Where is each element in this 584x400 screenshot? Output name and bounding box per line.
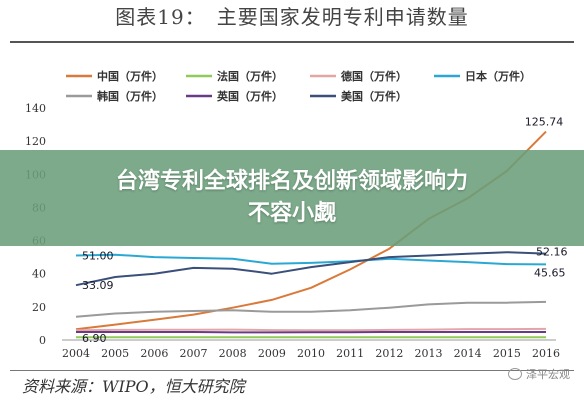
- source-note: 资料来源：WIPO，恒大研究院: [22, 377, 245, 396]
- x-tick-label: 2013: [415, 347, 443, 360]
- headline-banner: 台湾专利全球排名及创新领域影响力 不容小觑: [0, 150, 584, 246]
- x-tick-label: 2006: [140, 347, 168, 360]
- series-line: [75, 251, 547, 287]
- legend-label: 德国（万件）: [340, 69, 407, 83]
- chart-series: [75, 130, 547, 339]
- x-tick-label: 2009: [258, 347, 286, 360]
- banner-line-1: 台湾专利全球排名及创新领域影响力: [115, 169, 468, 194]
- series-line: [75, 253, 547, 266]
- x-tick-label: 2008: [219, 347, 247, 360]
- x-tick-label: 2004: [62, 347, 90, 360]
- y-tick-label: 120: [25, 135, 46, 148]
- figure-title: 图表19： 主要国家发明专利申请数量: [115, 5, 469, 29]
- x-tick-label: 2010: [297, 347, 325, 360]
- x-tick-label: 2011: [336, 347, 364, 360]
- legend-label: 日本（万件）: [465, 69, 531, 83]
- source-rule: [10, 370, 574, 371]
- line-chart: 中国（万件） 法国（万件） 德国（万件） 日本（万件） 韩国（万件） 英国（万件） 美国（万…: [25, 69, 568, 360]
- watermark-text: 泽平宏观: [526, 368, 570, 381]
- y-tick-label: 40: [32, 268, 46, 281]
- x-tick-label: 2012: [375, 347, 403, 360]
- banner-line-2: 不容小觑: [247, 201, 336, 226]
- legend-label: 美国（万件）: [341, 89, 407, 103]
- title-rule: [10, 41, 574, 43]
- legend-label: 法国（万件）: [217, 69, 283, 83]
- series-line: [75, 327, 547, 332]
- x-tick-label: 2015: [493, 347, 521, 360]
- data-label: 33.09: [82, 279, 114, 292]
- legend-label: 中国（万件）: [97, 69, 163, 83]
- y-tick-label: 140: [25, 102, 46, 115]
- wechat-icon: [508, 368, 522, 380]
- x-tick-label: 2016: [532, 347, 560, 360]
- chart-annotations: 125.74 51.00 52.16 45.65 33.09 6.90: [82, 116, 568, 346]
- x-tick-label: 2005: [101, 347, 129, 360]
- data-label: 45.65: [534, 266, 566, 279]
- chart-legend: 中国（万件） 法国（万件） 德国（万件） 日本（万件） 韩国（万件） 英国（万件） 美国（万…: [66, 69, 531, 103]
- y-tick-label: 0: [39, 334, 46, 347]
- watermark: 泽平宏观: [508, 366, 570, 382]
- series-line: [75, 300, 547, 318]
- x-tick-label: 2014: [454, 347, 482, 360]
- data-label: 52.16: [536, 246, 568, 259]
- x-tick-label: 2007: [180, 347, 208, 360]
- y-tick-label: 20: [32, 301, 46, 314]
- legend-label: 英国（万件）: [216, 89, 283, 103]
- data-label: 125.74: [525, 116, 564, 129]
- data-label: 6.90: [82, 332, 107, 345]
- legend-label: 韩国（万件）: [97, 89, 163, 103]
- data-label: 51.00: [82, 249, 114, 262]
